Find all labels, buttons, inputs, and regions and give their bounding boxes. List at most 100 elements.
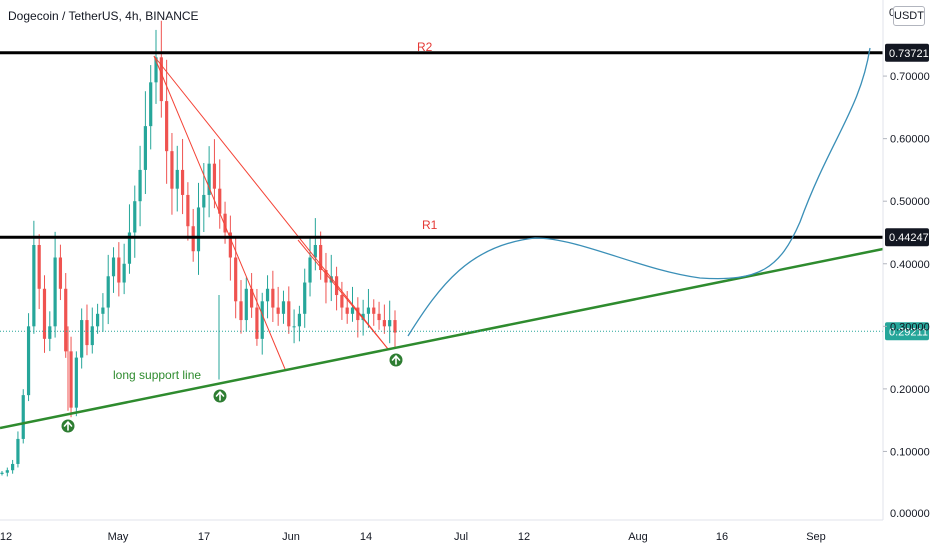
support-line-label: long support line: [113, 368, 201, 382]
price-tag-label: 0.29211: [889, 326, 928, 338]
up-arrow-glyph: [63, 421, 73, 431]
x-tick-label: Sep: [806, 531, 826, 543]
candle-body: [11, 463, 15, 471]
candle-body: [218, 188, 222, 214]
candle-body: [159, 57, 163, 102]
candle-body: [21, 395, 25, 439]
candle-body: [127, 232, 132, 264]
candle-body: [90, 326, 94, 346]
candle-body: [361, 313, 365, 321]
y-tick-label: 0.70000: [890, 71, 930, 83]
candle-body: [313, 244, 317, 258]
price-tag-label: 0.44247: [889, 232, 929, 244]
candle-body: [69, 351, 73, 408]
candle-body: [356, 307, 360, 321]
candle-body: [80, 320, 84, 358]
level-label-r2: R2: [417, 40, 433, 54]
x-tick-label: 14: [360, 531, 372, 543]
candle-body: [388, 320, 392, 327]
candle-body: [149, 82, 153, 127]
y-tick-label: 0.20000: [890, 384, 930, 396]
currency-button[interactable]: USDT: [893, 6, 925, 26]
candle-body: [32, 244, 36, 327]
trend-line: [297, 239, 389, 350]
candle-body: [26, 326, 31, 396]
x-tick-label: 17: [198, 531, 210, 543]
candle-body: [319, 244, 323, 271]
candle-body: [334, 276, 339, 296]
candle-body: [228, 232, 232, 258]
y-tick-label: 0.40000: [890, 259, 930, 271]
candle-body: [340, 295, 344, 308]
projection-curve: [407, 47, 871, 337]
projection-curve-line: [407, 47, 871, 337]
candle-body: [117, 257, 121, 283]
candle-body: [95, 313, 100, 327]
candle-body: [281, 301, 286, 314]
resistance-levels: [0, 51, 883, 332]
candle-body: [276, 307, 280, 314]
candle-body: [106, 276, 110, 308]
candle-body: [111, 257, 116, 277]
level-label-r1: R1: [422, 218, 438, 232]
candle-body: [37, 244, 41, 289]
candle-body: [250, 288, 254, 308]
candle-body: [345, 307, 349, 314]
candle-body: [143, 126, 147, 170]
candle-body: [175, 169, 179, 189]
y-tick-label: 0.10000: [890, 446, 930, 458]
candle-body: [244, 288, 248, 321]
candle-body: [58, 257, 63, 289]
price-tag: [885, 228, 929, 247]
trend-line: [153, 55, 286, 370]
candle-body: [85, 320, 89, 346]
candle-body: [101, 307, 105, 314]
x-tick-label: Jul: [454, 531, 468, 543]
candle-body: [234, 257, 238, 302]
candle-body: [239, 301, 243, 321]
candle-body: [366, 307, 371, 314]
up-arrow-glyph: [215, 391, 225, 401]
candle-body: [186, 194, 190, 227]
candle-body: [16, 438, 20, 464]
x-tick-label: 12: [518, 531, 530, 543]
candle-body: [165, 101, 169, 152]
price-tag: [885, 43, 929, 62]
candle-body: [0, 472, 4, 474]
candle-body: [223, 213, 227, 233]
candle-body: [5, 470, 9, 473]
candle-body: [138, 169, 142, 202]
candle-body: [207, 163, 211, 195]
x-tick-label: Jun: [282, 531, 300, 543]
x-tick-label: May: [108, 531, 129, 543]
candle-body: [122, 263, 126, 283]
y-tick-label: 0.00000: [890, 508, 930, 520]
candle-body: [382, 320, 386, 327]
candle-body: [260, 301, 264, 339]
y-tick-label: 0.50000: [890, 196, 930, 208]
candle-body: [180, 169, 185, 195]
candle-body: [303, 282, 307, 314]
candle-body: [191, 226, 195, 252]
candle-body: [196, 207, 201, 252]
y-tick-label: 0.60000: [890, 134, 930, 146]
candle-body: [271, 288, 275, 308]
x-tick-label: Aug: [628, 531, 648, 543]
candle-body: [74, 357, 78, 408]
currency-partial-label: 0: [889, 7, 895, 19]
candlestick-series: [0, 20, 397, 477]
long-support-line: [0, 247, 884, 430]
candle-body: [287, 301, 291, 327]
x-tick-label: 12: [0, 531, 12, 543]
candle-body: [393, 320, 397, 333]
candle-body: [212, 163, 217, 189]
candle-body: [202, 194, 206, 208]
candle-body: [308, 257, 312, 283]
price-tag: [885, 322, 929, 341]
support-touch-markers: [61, 353, 403, 433]
candle-body: [329, 276, 333, 283]
symbol-title: Dogecoin / TetherUS, 4h, BINANCE: [8, 9, 199, 23]
candle-body: [154, 57, 158, 83]
candle-body: [255, 307, 259, 339]
